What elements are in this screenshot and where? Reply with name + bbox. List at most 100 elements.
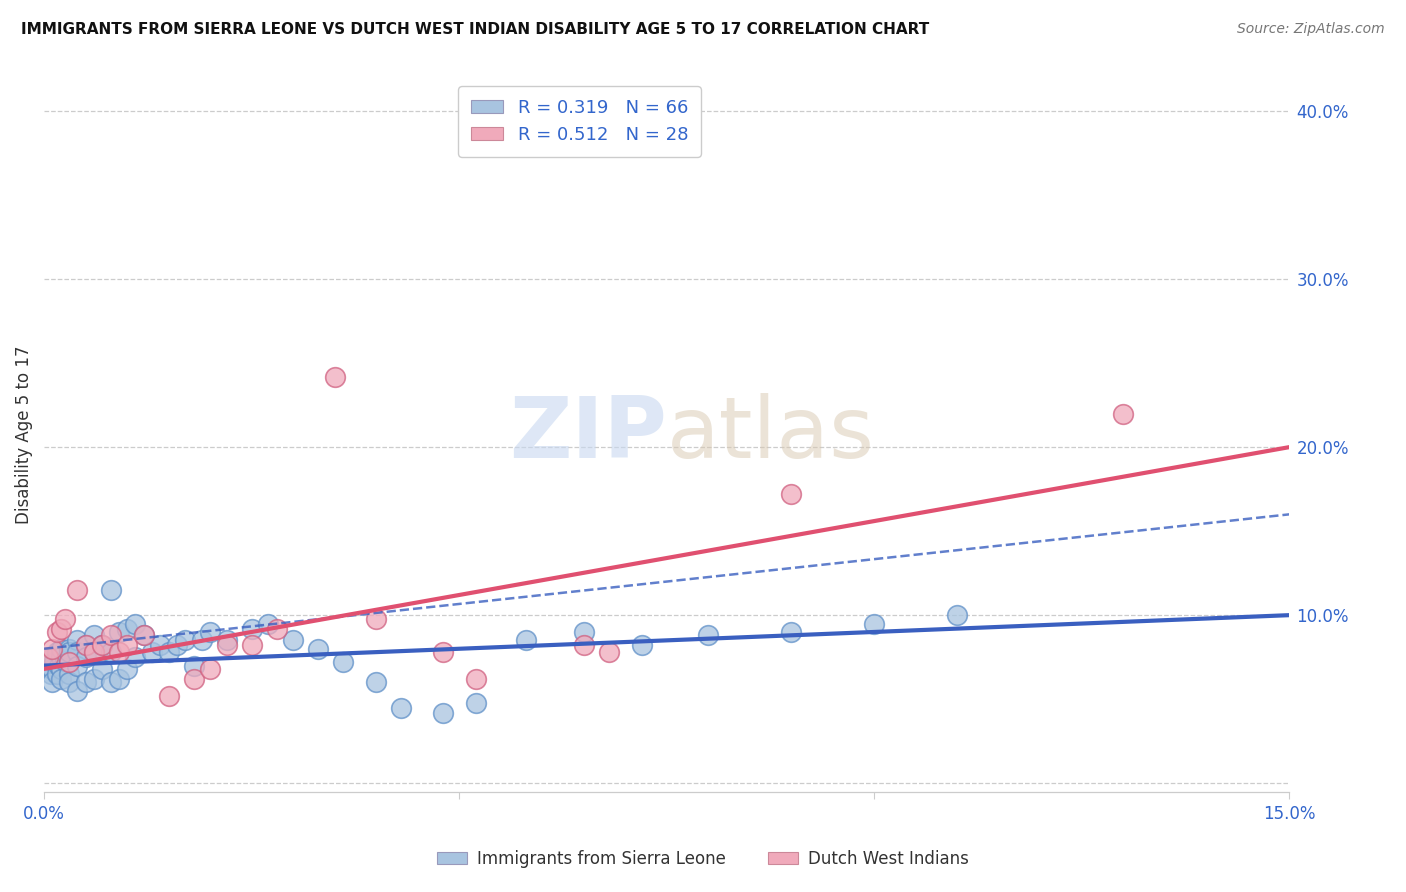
Point — [41, 650, 63, 665]
Point — [174, 633, 197, 648]
Point — [75, 650, 97, 665]
Point — [108, 645, 131, 659]
Point — [49, 641, 72, 656]
Point — [58, 641, 80, 656]
Point — [598, 645, 620, 659]
Point — [124, 650, 146, 665]
Point — [132, 628, 155, 642]
Point — [58, 675, 80, 690]
Point — [432, 706, 454, 720]
Point — [366, 611, 388, 625]
Point — [198, 662, 221, 676]
Point — [91, 662, 114, 676]
Text: atlas: atlas — [666, 393, 875, 476]
Text: IMMIGRANTS FROM SIERRA LEONE VS DUTCH WEST INDIAN DISABILITY AGE 5 TO 17 CORRELA: IMMIGRANTS FROM SIERRA LEONE VS DUTCH WE… — [21, 22, 929, 37]
Point — [37, 650, 59, 665]
Point — [75, 639, 97, 653]
Point — [91, 639, 114, 653]
Point — [464, 696, 486, 710]
Point — [66, 582, 89, 597]
Point — [41, 675, 63, 690]
Point — [39, 667, 62, 681]
Point — [100, 628, 122, 642]
Point — [115, 662, 138, 676]
Point — [366, 675, 388, 690]
Point — [37, 658, 59, 673]
Legend: Immigrants from Sierra Leone, Dutch West Indians: Immigrants from Sierra Leone, Dutch West… — [430, 844, 976, 875]
Point — [100, 582, 122, 597]
Point — [157, 689, 180, 703]
Point — [83, 672, 105, 686]
Point — [332, 655, 354, 669]
Point — [780, 487, 803, 501]
Point — [215, 633, 238, 648]
Point — [257, 616, 280, 631]
Legend: R = 0.319   N = 66, R = 0.512   N = 28: R = 0.319 N = 66, R = 0.512 N = 28 — [458, 87, 702, 157]
Point — [191, 633, 214, 648]
Point — [100, 675, 122, 690]
Point — [100, 645, 122, 659]
Point — [515, 633, 537, 648]
Point — [45, 645, 67, 659]
Point — [49, 672, 72, 686]
Point — [464, 672, 486, 686]
Point — [66, 683, 89, 698]
Point — [157, 645, 180, 659]
Point — [323, 369, 346, 384]
Point — [141, 645, 163, 659]
Point — [41, 662, 63, 676]
Point — [66, 645, 89, 659]
Point — [75, 675, 97, 690]
Point — [53, 611, 76, 625]
Point — [572, 639, 595, 653]
Point — [198, 624, 221, 639]
Point — [283, 633, 305, 648]
Point — [946, 608, 969, 623]
Point — [183, 658, 205, 673]
Point — [266, 622, 288, 636]
Point — [630, 639, 652, 653]
Point — [240, 622, 263, 636]
Point — [572, 624, 595, 639]
Point — [66, 658, 89, 673]
Point — [115, 639, 138, 653]
Point — [432, 645, 454, 659]
Point — [166, 639, 188, 653]
Text: ZIP: ZIP — [509, 393, 666, 476]
Point — [83, 645, 105, 659]
Point — [780, 624, 803, 639]
Point — [49, 622, 72, 636]
Point — [58, 645, 80, 659]
Point — [183, 672, 205, 686]
Point — [108, 672, 131, 686]
Point — [83, 645, 105, 659]
Text: Source: ZipAtlas.com: Source: ZipAtlas.com — [1237, 22, 1385, 37]
Point — [41, 641, 63, 656]
Point — [49, 662, 72, 676]
Point — [83, 628, 105, 642]
Point — [132, 628, 155, 642]
Point — [45, 624, 67, 639]
Point — [45, 667, 67, 681]
Point — [58, 655, 80, 669]
Point — [48, 658, 70, 673]
Point — [149, 639, 172, 653]
Point — [389, 700, 412, 714]
Point — [108, 624, 131, 639]
Point — [697, 628, 720, 642]
Point — [115, 622, 138, 636]
Point — [42, 655, 65, 669]
Point — [307, 641, 329, 656]
Point — [215, 639, 238, 653]
Point — [66, 633, 89, 648]
Point — [75, 639, 97, 653]
Point — [58, 667, 80, 681]
Point — [124, 616, 146, 631]
Point — [91, 639, 114, 653]
Point — [58, 655, 80, 669]
Point — [863, 616, 886, 631]
Y-axis label: Disability Age 5 to 17: Disability Age 5 to 17 — [15, 345, 32, 524]
Point — [53, 653, 76, 667]
Point — [240, 639, 263, 653]
Point — [1112, 407, 1135, 421]
